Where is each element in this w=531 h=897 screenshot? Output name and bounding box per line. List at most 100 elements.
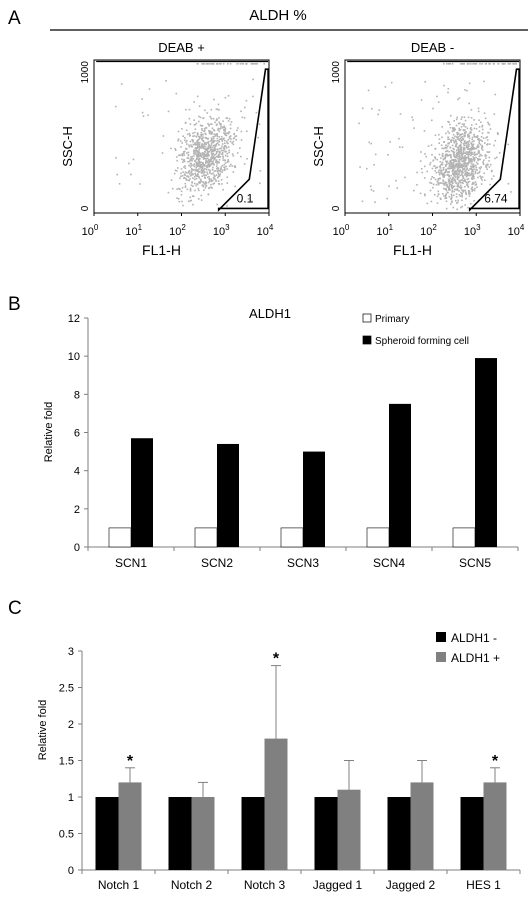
flow-dot [197, 143, 199, 145]
flow-dot [226, 182, 229, 184]
flow-dot [192, 177, 194, 179]
flow-dot [486, 163, 489, 165]
flow-dot [463, 63, 465, 65]
flow-dot [464, 158, 466, 161]
flow-dot [222, 157, 224, 159]
flow-dot [193, 176, 196, 178]
flow-dot [448, 138, 450, 140]
flow-dot [436, 158, 439, 161]
flow-dot [455, 140, 457, 142]
flow-dot [208, 123, 210, 126]
flow-dot [205, 183, 207, 185]
chart-b-y-tick-label: 8 [74, 389, 80, 401]
flow-dot [207, 151, 209, 153]
flow-dot [195, 158, 198, 161]
flow-dot [181, 200, 183, 203]
flow-dot [193, 124, 196, 126]
flow-dot [461, 199, 463, 202]
flow-dot [450, 183, 452, 186]
flow-dot [195, 174, 197, 176]
chart-b-bar-primary [280, 527, 304, 548]
flow-dot [451, 170, 454, 172]
flow-dot [454, 167, 456, 169]
flow-dot [203, 176, 206, 179]
flow-dot [473, 199, 475, 202]
flow-dot [207, 137, 209, 140]
flow-dot [185, 171, 187, 174]
flow-dot [215, 108, 218, 111]
flow-dot [463, 123, 465, 125]
flow-x-tick-label: 104 [508, 223, 525, 238]
flow-dot [377, 113, 379, 116]
flow-dot [257, 136, 259, 139]
flow-dot [245, 99, 248, 102]
flow-dot [204, 181, 207, 183]
flow-dot [218, 117, 220, 119]
chart-c-y-tick-label: 1 [68, 792, 74, 804]
flow-dot [183, 150, 185, 153]
flow-dot [187, 176, 190, 178]
flow-dot [176, 188, 178, 190]
flow-dot [465, 162, 468, 165]
flow-dot [198, 136, 201, 138]
flow-dot [465, 142, 468, 144]
flow-dot [473, 140, 475, 142]
flow-dot [179, 154, 182, 156]
chart-c-x-tick-label: Notch 2 [171, 878, 213, 892]
flow-dot [431, 167, 434, 170]
flow-dot [484, 155, 486, 157]
flow-dot [445, 132, 447, 135]
flow-dot [449, 123, 451, 126]
flow-dot [189, 162, 192, 165]
flow-dot [452, 206, 455, 209]
flow-dot [471, 171, 473, 173]
flow-dot [240, 110, 242, 113]
flow-dot [208, 162, 210, 165]
flow-dot [187, 161, 189, 163]
flow-dot [467, 136, 469, 138]
flow-dot [492, 63, 495, 65]
flow-dot [452, 159, 455, 162]
flow-dot [184, 185, 187, 187]
flow-dot [454, 156, 456, 159]
flow-dot [226, 155, 229, 158]
flow-dot [192, 164, 194, 167]
flow-dot [197, 145, 199, 148]
chart-b-x-tick-label: SCN2 [201, 556, 233, 570]
flow-dot [469, 168, 471, 170]
flow-dot [487, 191, 490, 194]
flow-dot [210, 179, 213, 182]
flow-dot [460, 206, 462, 209]
flow-dot [200, 172, 203, 174]
flow-dot [176, 197, 178, 199]
flow-dot [449, 160, 451, 163]
flow-dot [199, 137, 201, 139]
flow-dot [396, 187, 398, 189]
flow-dot [191, 139, 193, 141]
flow-dot [454, 172, 457, 175]
flow-dot [456, 208, 458, 211]
chart-c-y-tick-label: 3 [68, 646, 74, 658]
flow-dot [229, 123, 232, 126]
flow-dot [457, 162, 459, 164]
flow-dot [461, 133, 464, 135]
flow-dot [471, 173, 474, 175]
flow-dot [439, 182, 442, 184]
flow-dot [252, 95, 254, 98]
flow-dot [455, 163, 458, 165]
flow-dot [483, 112, 486, 114]
flow-dot [445, 200, 448, 203]
flow-dot [193, 182, 196, 185]
flow-dot [208, 151, 210, 153]
flow-dot [228, 165, 231, 167]
flow-dot [207, 122, 209, 125]
flow-dot [456, 153, 459, 155]
flow-dot [210, 160, 212, 163]
flow-dot [427, 145, 430, 147]
flow-dot [205, 153, 208, 155]
flow-dot [225, 145, 227, 147]
flow-dot [202, 170, 204, 172]
flow-dot [504, 63, 506, 65]
flow-dot [467, 133, 470, 136]
